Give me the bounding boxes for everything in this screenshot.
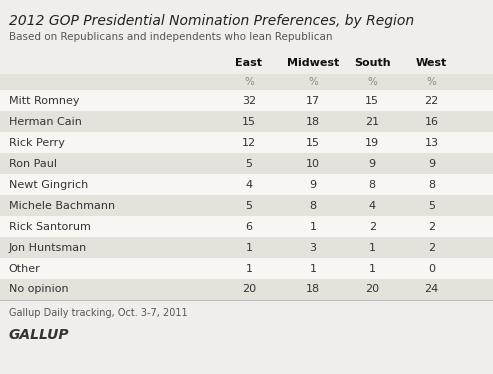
Text: 21: 21 bbox=[365, 116, 379, 126]
Bar bbox=[0, 279, 493, 300]
Text: %: % bbox=[426, 77, 436, 87]
Text: 2: 2 bbox=[369, 221, 376, 232]
Text: 8: 8 bbox=[310, 200, 317, 211]
Text: Herman Cain: Herman Cain bbox=[9, 116, 82, 126]
Text: 15: 15 bbox=[242, 116, 256, 126]
Text: 1: 1 bbox=[369, 264, 376, 273]
Text: Newt Gingrich: Newt Gingrich bbox=[9, 180, 88, 190]
Text: GALLUP: GALLUP bbox=[9, 328, 70, 342]
Text: 12: 12 bbox=[242, 138, 256, 147]
Text: West: West bbox=[416, 58, 447, 68]
Text: 18: 18 bbox=[306, 116, 320, 126]
Text: 1: 1 bbox=[310, 221, 317, 232]
Text: Ron Paul: Ron Paul bbox=[9, 159, 57, 169]
Bar bbox=[0, 132, 493, 153]
Text: 18: 18 bbox=[306, 285, 320, 294]
Text: 32: 32 bbox=[242, 95, 256, 105]
Text: 16: 16 bbox=[424, 116, 438, 126]
Text: %: % bbox=[244, 77, 254, 87]
Text: 8: 8 bbox=[369, 180, 376, 190]
Text: 1: 1 bbox=[246, 242, 252, 252]
Text: 15: 15 bbox=[365, 95, 379, 105]
Text: No opinion: No opinion bbox=[9, 285, 69, 294]
Text: Rick Santorum: Rick Santorum bbox=[9, 221, 91, 232]
Text: 9: 9 bbox=[369, 159, 376, 169]
Bar bbox=[0, 237, 493, 258]
Text: Midwest: Midwest bbox=[287, 58, 339, 68]
Text: 0: 0 bbox=[428, 264, 435, 273]
Text: 10: 10 bbox=[306, 159, 320, 169]
Text: 5: 5 bbox=[246, 159, 252, 169]
Text: Michele Bachmann: Michele Bachmann bbox=[9, 200, 115, 211]
Bar bbox=[0, 174, 493, 195]
Text: 24: 24 bbox=[424, 285, 438, 294]
Text: 20: 20 bbox=[365, 285, 379, 294]
Text: Based on Republicans and independents who lean Republican: Based on Republicans and independents wh… bbox=[9, 32, 332, 42]
Text: 13: 13 bbox=[424, 138, 438, 147]
Text: 5: 5 bbox=[246, 200, 252, 211]
Text: 20: 20 bbox=[242, 285, 256, 294]
Bar bbox=[0, 258, 493, 279]
Bar bbox=[0, 195, 493, 216]
Bar bbox=[0, 111, 493, 132]
Text: 5: 5 bbox=[428, 200, 435, 211]
Text: 9: 9 bbox=[310, 180, 317, 190]
Text: 8: 8 bbox=[428, 180, 435, 190]
Text: 1: 1 bbox=[369, 242, 376, 252]
Text: Mitt Romney: Mitt Romney bbox=[9, 95, 79, 105]
Text: 2012 GOP Presidential Nomination Preferences, by Region: 2012 GOP Presidential Nomination Prefere… bbox=[9, 14, 414, 28]
Text: 2: 2 bbox=[428, 242, 435, 252]
Bar bbox=[0, 216, 493, 237]
Text: 2: 2 bbox=[428, 221, 435, 232]
Text: Rick Perry: Rick Perry bbox=[9, 138, 65, 147]
Text: %: % bbox=[308, 77, 318, 87]
Text: 22: 22 bbox=[424, 95, 438, 105]
Text: 4: 4 bbox=[369, 200, 376, 211]
Text: 9: 9 bbox=[428, 159, 435, 169]
Text: Jon Huntsman: Jon Huntsman bbox=[9, 242, 87, 252]
Text: Other: Other bbox=[9, 264, 40, 273]
Text: 4: 4 bbox=[246, 180, 252, 190]
Text: 17: 17 bbox=[306, 95, 320, 105]
Text: 3: 3 bbox=[310, 242, 317, 252]
Text: %: % bbox=[367, 77, 377, 87]
Text: 1: 1 bbox=[246, 264, 252, 273]
Bar bbox=[0, 90, 493, 111]
Text: East: East bbox=[236, 58, 262, 68]
Text: 19: 19 bbox=[365, 138, 379, 147]
Text: 15: 15 bbox=[306, 138, 320, 147]
Bar bbox=[0, 153, 493, 174]
Bar bbox=[0, 74, 493, 90]
Text: South: South bbox=[354, 58, 390, 68]
Text: Gallup Daily tracking, Oct. 3-7, 2011: Gallup Daily tracking, Oct. 3-7, 2011 bbox=[9, 308, 187, 318]
Text: 1: 1 bbox=[310, 264, 317, 273]
Text: 6: 6 bbox=[246, 221, 252, 232]
